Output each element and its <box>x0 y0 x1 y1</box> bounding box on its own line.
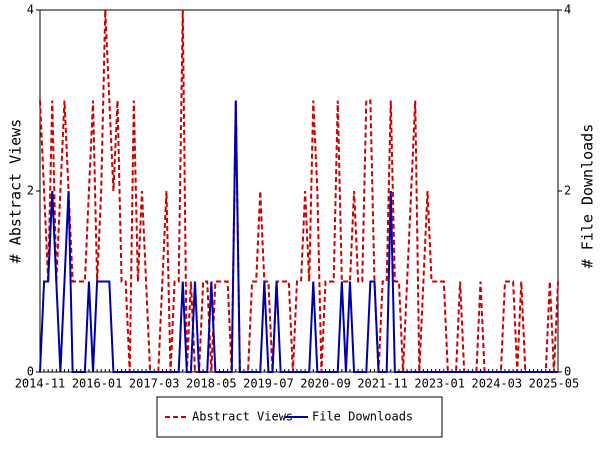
y-tick-label: 0 <box>27 365 34 379</box>
series-line <box>39 9 559 373</box>
x-tick-label: 2025-05 <box>529 377 580 391</box>
y2-tick-label: 4 <box>564 3 571 17</box>
legend-label: Abstract Views <box>192 410 293 424</box>
y2-tick-label: 0 <box>564 365 571 379</box>
plot-frame <box>39 9 559 373</box>
x-tick-label: 2020-09 <box>300 377 351 391</box>
y-axis-title: # Abstract Views <box>7 119 25 264</box>
y-tick-label: 4 <box>27 3 34 17</box>
y2-tick-label: 2 <box>564 184 571 198</box>
x-tick-label: 2014-11 <box>15 377 66 391</box>
x-tick-label: 2018-05 <box>186 377 237 391</box>
y2-axis-title: # File Downloads <box>579 124 597 269</box>
y-tick-label: 2 <box>27 184 34 198</box>
series-line <box>39 100 558 373</box>
x-tick-label: 2024-03 <box>472 377 523 391</box>
x-tick-label: 2019-07 <box>243 377 294 391</box>
x-tick-label: 2023-01 <box>414 377 465 391</box>
x-tick-label: 2016-01 <box>72 377 123 391</box>
legend-label: File Downloads <box>312 410 413 424</box>
x-tick-label: 2017-03 <box>129 377 180 391</box>
x-tick-label: 2021-11 <box>357 377 408 391</box>
